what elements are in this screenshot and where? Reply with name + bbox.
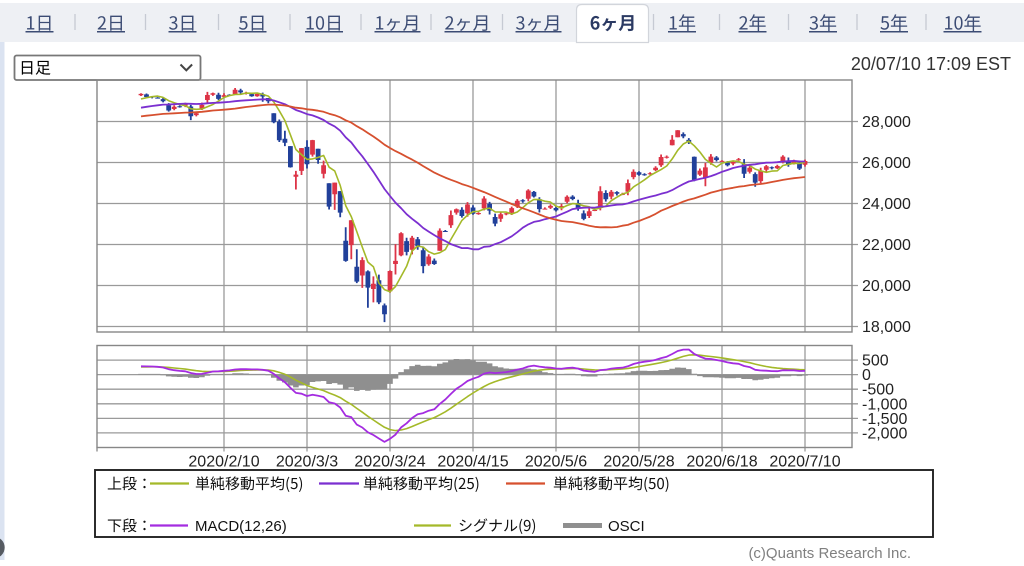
- svg-text:2020/7/10: 2020/7/10: [769, 454, 840, 471]
- svg-text:20,000: 20,000: [862, 278, 911, 295]
- svg-text:18,000: 18,000: [862, 319, 911, 336]
- svg-text:-1,500: -1,500: [862, 411, 907, 428]
- svg-text:OSCI: OSCI: [608, 518, 645, 535]
- svg-text:20/07/10 17:09 EST: 20/07/10 17:09 EST: [851, 54, 1011, 74]
- svg-text:28,000: 28,000: [862, 114, 911, 131]
- svg-text:-1,000: -1,000: [862, 396, 907, 413]
- svg-text:MACD(12,26): MACD(12,26): [195, 518, 287, 535]
- svg-text:24,000: 24,000: [862, 196, 911, 213]
- svg-text:2020/2/10: 2020/2/10: [188, 454, 259, 471]
- svg-text:2020/3/24: 2020/3/24: [354, 454, 425, 471]
- svg-text:2020/3/3: 2020/3/3: [276, 454, 338, 471]
- svg-text:2020/4/15: 2020/4/15: [437, 454, 508, 471]
- svg-text:2020/5/28: 2020/5/28: [603, 454, 674, 471]
- svg-text:26,000: 26,000: [862, 155, 911, 172]
- svg-text:-500: -500: [862, 382, 894, 399]
- svg-text:(c)Quants Research Inc.: (c)Quants Research Inc.: [748, 545, 911, 562]
- svg-text:0: 0: [862, 367, 871, 384]
- svg-text:2020/6/18: 2020/6/18: [686, 454, 757, 471]
- svg-text:22,000: 22,000: [862, 237, 911, 254]
- svg-text:2020/5/6: 2020/5/6: [525, 454, 587, 471]
- svg-text:-2,000: -2,000: [862, 425, 907, 442]
- svg-text:500: 500: [862, 353, 889, 370]
